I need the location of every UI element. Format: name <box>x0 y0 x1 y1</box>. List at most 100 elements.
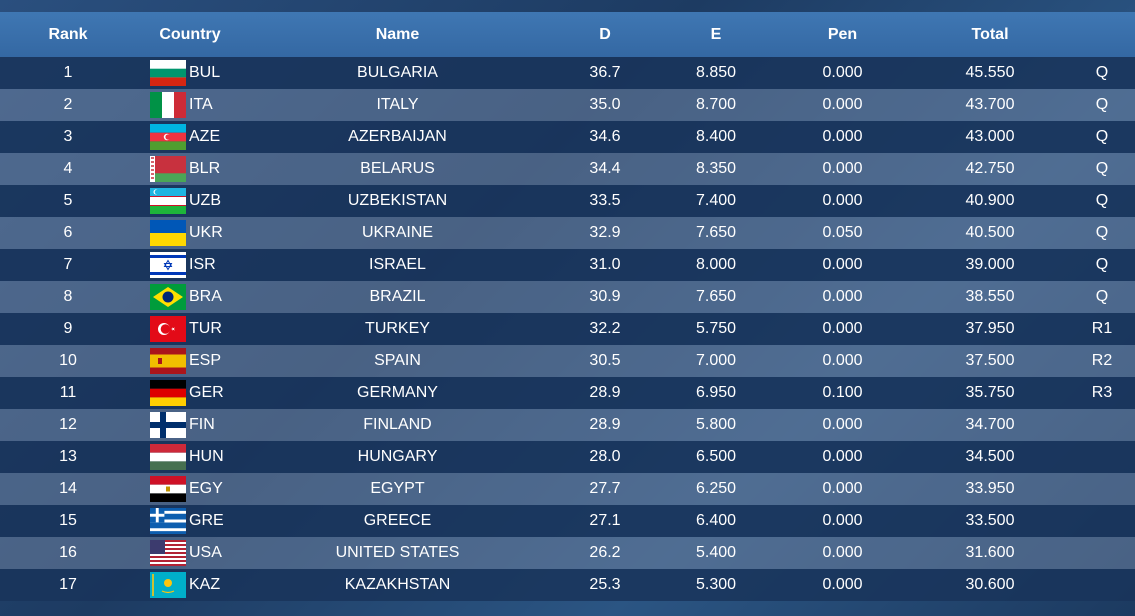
country-code-cell: EGY <box>189 480 223 497</box>
country-code-cell: TUR <box>189 320 222 337</box>
e-score-cell: 6.500 <box>695 448 737 465</box>
table-row[interactable]: 5 UZB UZBEKISTAN 33.5 7.400 0.000 40.900 Q <box>0 185 1135 217</box>
e-score-cell: 8.350 <box>695 160 737 177</box>
country-code-cell: GRE <box>189 512 224 529</box>
qualification-cell <box>1082 569 1122 601</box>
d-score-cell: 32.2 <box>589 320 621 337</box>
greece-flag-icon <box>150 505 186 537</box>
header-rank: Rank <box>48 25 88 43</box>
table-row[interactable]: 12 FIN FINLAND 28.9 5.800 0.000 34.700 <box>0 409 1135 441</box>
table-row[interactable]: 13 HUN HUNGARY 28.0 6.500 0.000 34.500 <box>0 441 1135 473</box>
penalty-cell: 0.000 <box>822 576 863 593</box>
qualification-cell <box>1082 505 1122 537</box>
e-score-cell: 8.850 <box>695 64 737 81</box>
country-name-cell: HUNGARY <box>357 448 438 465</box>
table-row[interactable]: 4 BLR BELARUS 34.4 8.350 0.000 42.750 Q <box>0 153 1135 185</box>
usa-flag-icon <box>150 537 186 569</box>
turkey-flag-icon <box>150 313 186 345</box>
qualification-cell: Q <box>1095 160 1109 177</box>
country-name-cell: BRAZIL <box>369 288 426 305</box>
belarus-flag-icon <box>150 153 186 185</box>
d-score-cell: 36.7 <box>589 64 621 81</box>
country-name-cell: ITALY <box>376 96 419 113</box>
d-score-cell: 25.3 <box>589 576 621 593</box>
qualification-cell: Q <box>1095 256 1109 273</box>
table-row[interactable]: 1 BUL BULGARIA 36.7 8.850 0.000 45.550 Q <box>0 57 1135 89</box>
total-cell: 38.550 <box>965 288 1015 305</box>
country-name-cell: FINLAND <box>363 416 432 433</box>
rank-cell: 7 <box>63 256 73 273</box>
header-country: Country <box>159 25 221 43</box>
rank-cell: 5 <box>63 192 73 209</box>
table-row[interactable]: 8 BRA BRAZIL 30.9 7.650 0.000 38.550 Q <box>0 281 1135 313</box>
d-score-cell: 30.5 <box>589 352 621 369</box>
country-code-cell: USA <box>189 544 222 561</box>
rank-cell: 12 <box>59 416 77 433</box>
e-score-cell: 7.650 <box>695 288 737 305</box>
table-row[interactable]: 17 KAZ KAZAKHSTAN 25.3 5.300 0.000 30.600 <box>0 569 1135 601</box>
qualification-cell: R3 <box>1091 384 1113 401</box>
penalty-cell: 0.000 <box>822 288 863 305</box>
table-row[interactable]: 6 UKR UKRAINE 32.9 7.650 0.050 40.500 Q <box>0 217 1135 249</box>
penalty-cell: 0.000 <box>822 480 863 497</box>
country-code-cell: AZE <box>189 128 221 145</box>
qualification-cell <box>1082 537 1122 569</box>
table-row[interactable]: 7 ISR ISRAEL 31.0 8.000 0.000 39.000 Q <box>0 249 1135 281</box>
e-score-cell: 5.750 <box>695 320 737 337</box>
table-row[interactable]: 9 TUR TURKEY 32.2 5.750 0.000 37.950 R1 <box>0 313 1135 345</box>
table-row[interactable]: 16 USA UNITED STATES 26.2 5.400 0.000 31.600 <box>0 537 1135 569</box>
table-row[interactable]: 11 GER GERMANY 28.9 6.950 0.100 35.750 R3 <box>0 377 1135 409</box>
e-score-cell: 5.400 <box>695 544 737 561</box>
qualification-cell <box>1082 409 1122 441</box>
d-score-cell: 31.0 <box>589 256 621 273</box>
penalty-cell: 0.100 <box>822 384 863 401</box>
country-code-cell: BUL <box>189 64 221 81</box>
qualification-cell: Q <box>1095 288 1109 305</box>
table-row[interactable]: 10 ESP SPAIN 30.5 7.000 0.000 37.500 R2 <box>0 345 1135 377</box>
penalty-cell: 0.000 <box>822 192 863 209</box>
e-score-cell: 7.650 <box>695 224 737 241</box>
country-name-cell: ISRAEL <box>369 256 426 273</box>
country-code-cell: BRA <box>189 288 222 305</box>
table-row[interactable]: 14 EGY EGYPT 27.7 6.250 0.000 33.950 <box>0 473 1135 505</box>
penalty-cell: 0.000 <box>822 416 863 433</box>
country-name-cell: GREECE <box>363 512 432 529</box>
rank-cell: 11 <box>59 384 77 401</box>
country-name-cell: GERMANY <box>357 384 438 401</box>
country-code-cell: GER <box>189 384 224 401</box>
country-name-cell: BULGARIA <box>357 64 438 81</box>
country-name-cell: EGYPT <box>370 480 425 497</box>
total-cell: 33.950 <box>965 480 1015 497</box>
d-score-cell: 28.9 <box>589 384 621 401</box>
table-row[interactable]: 15 GRE GREECE 27.1 6.400 0.000 33.500 <box>0 505 1135 537</box>
bulgaria-flag-icon <box>150 57 186 89</box>
penalty-cell: 0.000 <box>822 96 863 113</box>
rank-cell: 14 <box>59 480 77 497</box>
rank-cell: 3 <box>63 128 73 145</box>
rank-cell: 10 <box>59 352 77 369</box>
qualification-cell: Q <box>1095 192 1109 209</box>
italy-flag-icon <box>150 89 186 121</box>
e-score-cell: 8.000 <box>695 256 737 273</box>
rank-cell: 2 <box>63 96 73 113</box>
total-cell: 45.550 <box>965 64 1015 81</box>
d-score-cell: 34.4 <box>589 160 621 177</box>
table-row[interactable]: 2 ITA ITALY 35.0 8.700 0.000 43.700 Q <box>0 89 1135 121</box>
header-e: E <box>710 25 722 43</box>
total-cell: 39.000 <box>965 256 1015 273</box>
d-score-cell: 27.1 <box>589 512 621 529</box>
total-cell: 43.700 <box>965 96 1015 113</box>
country-code-cell: FIN <box>189 416 215 433</box>
table-row[interactable]: 3 AZE AZERBAIJAN 34.6 8.400 0.000 43.000 Q <box>0 121 1135 153</box>
penalty-cell: 0.000 <box>822 320 863 337</box>
total-cell: 35.750 <box>965 384 1015 401</box>
qualification-cell <box>1082 441 1122 473</box>
israel-flag-icon <box>150 249 186 281</box>
e-score-cell: 5.300 <box>695 576 737 593</box>
finland-flag-icon <box>150 409 186 441</box>
header-name: Name <box>375 25 420 43</box>
spain-flag-icon <box>150 345 186 377</box>
d-score-cell: 35.0 <box>589 96 621 113</box>
rank-cell: 17 <box>59 576 77 593</box>
penalty-cell: 0.000 <box>822 448 863 465</box>
